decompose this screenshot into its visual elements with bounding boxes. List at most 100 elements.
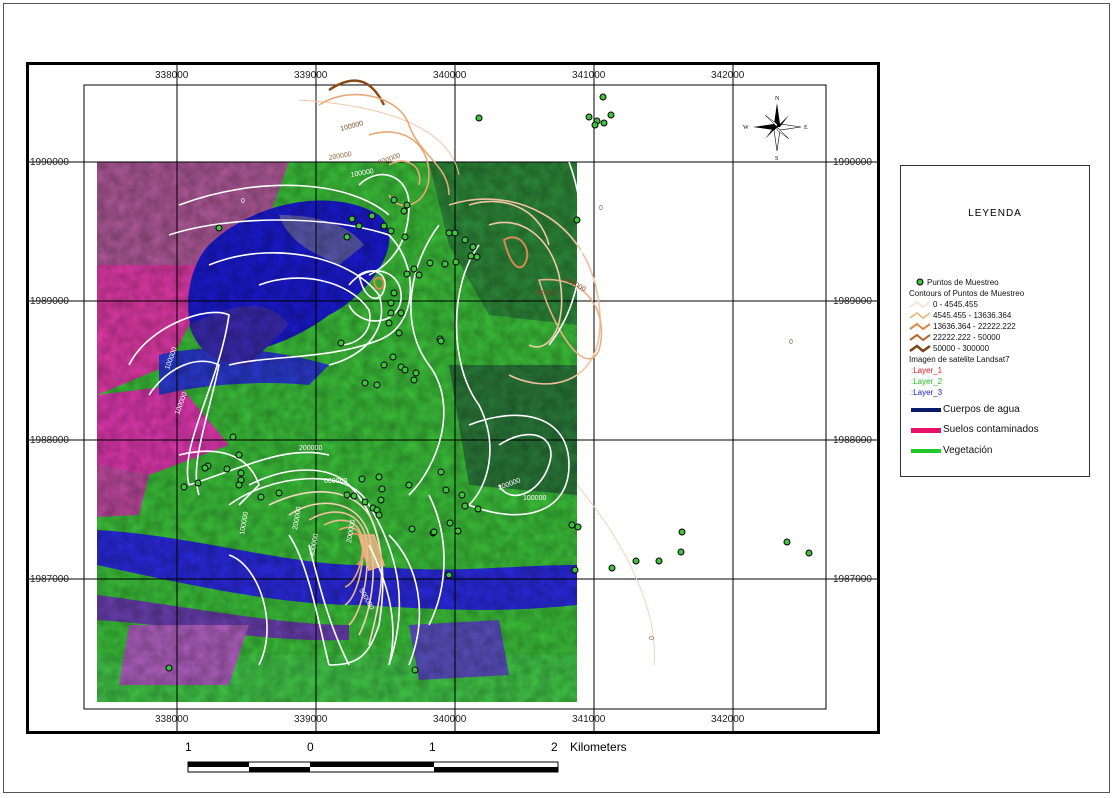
- compass-rose-icon: N S E W: [743, 96, 808, 162]
- map-canvas: 100000 200000 200000 100000 300000 20000…: [29, 65, 877, 731]
- scale-label: 0: [307, 740, 314, 754]
- contaminated-soils-label: Suelos contaminados: [943, 424, 1039, 435]
- water-bodies-label: Cuerpos de agua: [943, 404, 1020, 415]
- sample-point: [401, 366, 409, 374]
- sample-point: [229, 433, 237, 441]
- sample-point: [397, 309, 405, 317]
- x-tick-label: 341000: [572, 714, 606, 725]
- y-tick-label: 1989000: [30, 296, 69, 307]
- y-tick-label: 1990000: [30, 157, 69, 168]
- sample-point: [442, 486, 450, 494]
- sample-point: [237, 469, 245, 477]
- sample-point: [585, 113, 593, 121]
- map-frame: 100000 200000 200000 100000 300000 20000…: [26, 62, 880, 734]
- contour-class-icon: [909, 322, 931, 331]
- x-tick-label: 339000: [294, 70, 328, 81]
- sample-point: [358, 475, 366, 483]
- sample-point: [461, 502, 469, 510]
- sample-point: [368, 212, 376, 220]
- sample-point: [400, 207, 408, 215]
- x-tick-label: 341000: [572, 70, 606, 81]
- y-tick-label: 1988000: [30, 435, 69, 446]
- sample-point: [373, 381, 381, 389]
- sample-point: [608, 564, 616, 572]
- sample-point: [783, 538, 791, 546]
- contour-label: 200000: [299, 445, 322, 452]
- sample-point: [361, 498, 369, 506]
- sample-point: [473, 253, 481, 261]
- x-tick-label: 342000: [711, 714, 745, 725]
- sample-point: [441, 260, 449, 268]
- west-label: W: [743, 125, 749, 131]
- contour-class-label: 0 - 4545.455: [933, 300, 978, 309]
- sample-point: [215, 224, 223, 232]
- sample-point: [452, 258, 460, 266]
- contour-label: 100000: [340, 120, 364, 133]
- contour-label: 300000: [534, 290, 557, 297]
- contour-class-label: 50000 - 300000: [933, 344, 990, 353]
- x-tick-label: 340000: [433, 70, 467, 81]
- south-label: S: [775, 156, 778, 162]
- contour-label: 400000: [309, 533, 320, 557]
- sample-point: [591, 121, 599, 129]
- scale-label: 1: [429, 740, 436, 754]
- x-tick-label: 342000: [711, 70, 745, 81]
- sample-point: [395, 329, 403, 337]
- contour-label: 100000: [350, 168, 374, 179]
- water-bodies-swatch: [911, 408, 941, 412]
- contour-label: 0: [241, 198, 245, 205]
- sample-point-icon: [916, 278, 924, 286]
- sample-point: [235, 481, 243, 489]
- sample-point: [377, 496, 385, 504]
- sample-point: [343, 491, 351, 499]
- sample-point: [678, 528, 686, 536]
- sample-point: [467, 252, 475, 260]
- sample-point: [458, 491, 466, 499]
- contour-label: 100000: [523, 495, 546, 502]
- sample-point: [408, 525, 416, 533]
- contour-label: 100000: [239, 511, 250, 535]
- contour-class-label: 22222.222 - 50000: [933, 333, 1001, 342]
- sample-point: [461, 236, 469, 244]
- sample-point: [445, 229, 453, 237]
- sample-point: [387, 227, 395, 235]
- sample-point: [378, 485, 386, 493]
- sample-point: [677, 548, 685, 556]
- contour-class-icon: [909, 344, 931, 353]
- contour-label: 600000: [324, 478, 347, 485]
- sample-point: [390, 289, 398, 297]
- map-layout-frame: [3, 3, 1110, 793]
- scale-label: 2: [551, 740, 558, 754]
- sample-point: [655, 557, 663, 565]
- graticule: [29, 65, 877, 731]
- sample-point: [426, 259, 434, 267]
- contour-class-label: 13636.364 - 22222.222: [933, 322, 1016, 331]
- sample-points: [165, 93, 813, 674]
- sample-point: [411, 666, 419, 674]
- contaminated-soils-swatch: [911, 428, 941, 433]
- layer-3-label: :Layer_3: [911, 388, 943, 397]
- x-tick-label: 338000: [155, 70, 189, 81]
- sample-point: [194, 479, 202, 487]
- sample-point: [571, 566, 579, 574]
- east-label: E: [804, 125, 808, 131]
- y-tick-label: 1990000: [833, 157, 872, 168]
- y-tick-label: 1987000: [30, 574, 69, 585]
- legend-satellite-title: Imagen de satelite Landsat7: [909, 355, 1010, 364]
- contour-class-icon: [909, 333, 931, 342]
- sample-point: [430, 528, 438, 536]
- sample-point: [568, 521, 576, 529]
- sample-point: [165, 664, 173, 672]
- x-tick-label: 338000: [155, 714, 189, 725]
- sample-point: [361, 379, 369, 387]
- sample-point: [375, 473, 383, 481]
- sample-point: [343, 233, 351, 241]
- sample-point: [454, 527, 462, 535]
- contour-class-icon: [909, 312, 931, 319]
- contour-lines: [128, 79, 655, 666]
- sample-point: [387, 299, 395, 307]
- sample-point: [600, 119, 608, 127]
- sample-point: [405, 481, 413, 489]
- contour-label: 200000: [292, 506, 303, 530]
- sample-point: [403, 201, 411, 209]
